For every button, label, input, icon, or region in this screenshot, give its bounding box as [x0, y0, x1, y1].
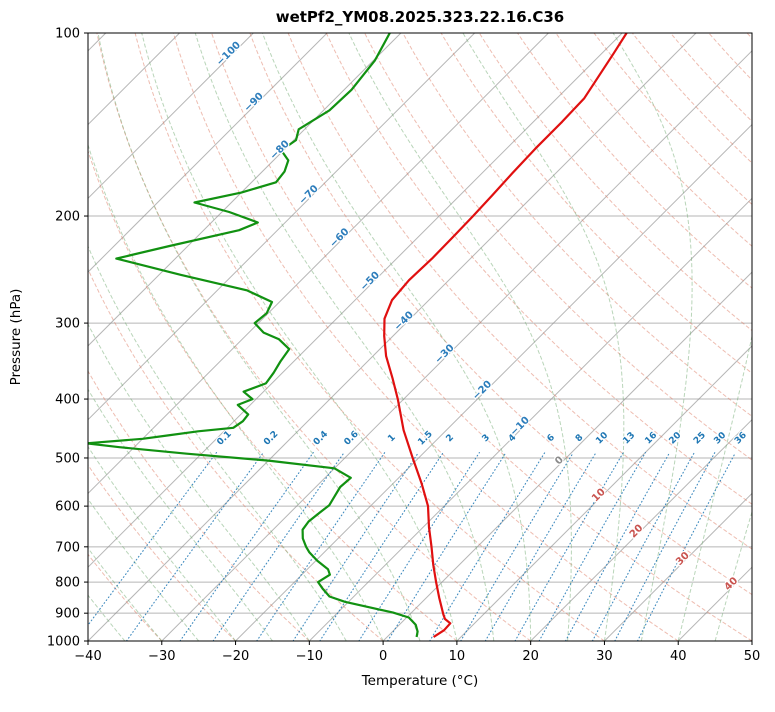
- moist-adiabat-line: [613, 33, 692, 641]
- moist-adiabat-line: [0, 33, 162, 641]
- y-tick-label: 600: [55, 500, 80, 515]
- moist-adiabat-line: [195, 33, 494, 641]
- x-axis-label: Temperature (°C): [361, 673, 479, 689]
- mixing-ratio-label: 8: [574, 433, 586, 445]
- moist-adiabat-line: [98, 33, 420, 641]
- dry-adiabat-line: [135, 33, 604, 641]
- isotherm-label: 30: [674, 550, 692, 568]
- isotherm-line: [752, 33, 775, 641]
- isotherm-label: 0: [553, 455, 566, 468]
- isotherm-label: −90: [242, 91, 266, 115]
- isotherm-label: 40: [723, 575, 741, 593]
- dry-adiabat-line: [441, 33, 775, 641]
- mixing-ratio-label: 10: [594, 431, 610, 447]
- moist-adiabat-line: [0, 33, 236, 641]
- y-tick-label: 700: [55, 540, 80, 555]
- y-tick-label: 800: [55, 576, 80, 591]
- dry-adiabat-line: [556, 33, 775, 641]
- mixing-ratio-label: 13: [621, 431, 637, 447]
- mixing-ratio-label: 0.4: [312, 429, 330, 447]
- dry-adiabat-line: [479, 33, 775, 641]
- y-tick-label: 300: [55, 317, 80, 332]
- isotherm-line: [604, 33, 775, 641]
- moist-adiabat-line: [262, 33, 530, 641]
- y-tick-label: 900: [55, 607, 80, 622]
- dry-adiabat-line: [0, 33, 236, 641]
- y-tick-label: 500: [55, 451, 80, 466]
- x-tick-label: 40: [670, 649, 687, 664]
- chart-title: wetPf2_YM08.2025.323.22.16.C36: [276, 8, 565, 26]
- y-tick-label: 1000: [47, 635, 80, 650]
- moist-adiabat-line: [0, 33, 272, 641]
- dry-adiabat-line: [173, 33, 678, 641]
- moist-adiabat-line: [463, 33, 624, 641]
- isotherm-line: [457, 33, 775, 641]
- moist-adiabat-line: [715, 33, 775, 641]
- dry-adiabat-line: [747, 33, 775, 641]
- moist-adiabat-line: [0, 33, 199, 641]
- moist-adiabat-line: [678, 33, 775, 641]
- isotherm-label: 20: [628, 523, 646, 541]
- mixing-ratio-label: 2: [445, 433, 457, 445]
- isotherm-line: [236, 33, 775, 641]
- mixing-ratio-label: 20: [668, 431, 684, 447]
- dry-adiabat-line: [518, 33, 775, 641]
- x-tick-label: −30: [148, 649, 175, 664]
- isotherm-line: [162, 33, 770, 641]
- x-tick-label: 0: [379, 649, 387, 664]
- isotherm-label: −30: [433, 343, 457, 367]
- mixing-ratio-label: 0.1: [215, 429, 233, 447]
- dry-adiabat-line: [326, 33, 775, 641]
- moist-adiabat-line: [142, 33, 457, 641]
- x-tick-label: 10: [449, 649, 466, 664]
- moist-adiabat-line: [752, 33, 775, 641]
- y-tick-label: 100: [55, 27, 80, 42]
- isotherm-line: [0, 33, 180, 641]
- mixing-ratio-label: 25: [692, 431, 708, 447]
- mixing-ratio-label: 6: [546, 433, 558, 445]
- isotherm-label: −70: [297, 183, 321, 207]
- isotherm-label: −50: [358, 270, 382, 294]
- mixing-ratio-label: 0.2: [262, 429, 280, 447]
- mixing-ratio-label: 36: [733, 431, 749, 447]
- x-tick-label: −20: [222, 649, 249, 664]
- y-tick-label: 200: [55, 210, 80, 225]
- isotherm-line: [14, 33, 622, 641]
- isotherm-label: −60: [328, 226, 352, 250]
- dry-adiabat-line: [59, 33, 457, 641]
- x-tick-label: −40: [74, 649, 101, 664]
- isotherm-line: [531, 33, 775, 641]
- isotherm-label: −40: [392, 310, 416, 334]
- isotherm-line: [678, 33, 775, 641]
- x-tick-label: 30: [596, 649, 613, 664]
- isotherm-line: [0, 33, 253, 641]
- y-tick-label: 400: [55, 393, 80, 408]
- dry-adiabat-line: [0, 33, 162, 641]
- dry-adiabat-line: [594, 33, 775, 641]
- dry-adiabat-line: [403, 33, 775, 641]
- mixing-ratio-label: 1: [386, 433, 398, 445]
- plot-border: [88, 33, 752, 641]
- y-axis-label: Pressure (hPa): [8, 289, 24, 386]
- x-tick-label: −10: [296, 649, 323, 664]
- x-tick-label: 20: [522, 649, 539, 664]
- dry-adiabat-line: [365, 33, 775, 641]
- x-tick-label: 50: [744, 649, 761, 664]
- dry-adiabat-line: [671, 33, 775, 641]
- dry-adiabat-line: [0, 33, 309, 641]
- moist-adiabat-line: [2, 33, 309, 641]
- isotherm-line: [88, 33, 696, 641]
- plot-area: −100−90−80−70−60−50−40−30−20−10010203040…: [0, 33, 775, 641]
- dry-adiabat-line: [709, 33, 775, 641]
